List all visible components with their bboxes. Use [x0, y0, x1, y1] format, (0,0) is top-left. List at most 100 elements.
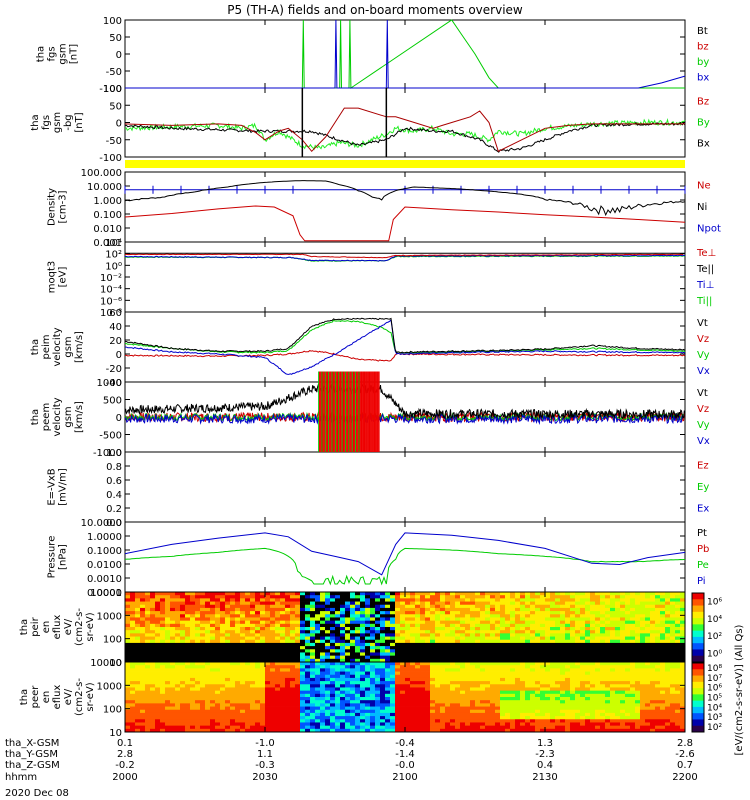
- y-tick-label: 0.0001: [87, 588, 122, 599]
- legend-Te⊥: Te⊥: [696, 248, 716, 259]
- y-axis-label: eV/: [63, 618, 74, 635]
- legend-Vt: Vt: [697, 318, 708, 329]
- y-tick-label: 10: [109, 658, 122, 669]
- y-tick-label: 60: [109, 308, 122, 319]
- y-tick-label: 0.0100: [87, 560, 122, 571]
- y-tick-label: 0: [116, 119, 122, 130]
- axis-row-value: 2100: [392, 772, 417, 783]
- legend-Bz: Bz: [697, 97, 709, 108]
- legend-By: By: [697, 118, 710, 129]
- y-axis-label: peir: [30, 616, 41, 636]
- series-By: [124, 118, 686, 151]
- y-axis-label: -bg: [63, 114, 74, 130]
- colorbar-upper-swatch: [692, 605, 704, 613]
- axis-row-value: 1.3: [537, 738, 553, 749]
- axis-row-value: 1.1: [257, 749, 273, 760]
- y-tick-label: 0.1000: [87, 546, 122, 557]
- y-axis-label: [cm-3]: [58, 190, 69, 223]
- axis-row-value: -0.2: [115, 760, 135, 771]
- axis-row-label: hhmm: [5, 772, 37, 783]
- axis-row-value: -0.0: [395, 760, 415, 771]
- panel-peim-velocity: 60 40 20 0 -20 -40 tha peim velocity gsm [km/s] Vt V…: [30, 308, 710, 389]
- y-tick-label: 50: [109, 33, 122, 44]
- panel-efield: 1.0 0.8 0.6 0.4 0.2 0.0 E=-VxB [mV/m] Ez Ey Ex: [47, 448, 710, 529]
- series-Bx: [124, 121, 686, 153]
- y-axis-label: en: [41, 691, 52, 704]
- colorbar-lower-swatch: [692, 669, 704, 677]
- axis-row-value: -0.4: [395, 738, 415, 749]
- series-peim-Vy: [124, 319, 686, 354]
- y-axis-label: [km/s]: [74, 331, 85, 363]
- y-axis-label: tha: [19, 689, 30, 705]
- legend-Vz: Vz: [697, 404, 709, 415]
- legend-Vy: Vy: [697, 420, 710, 431]
- panel-peir-eflux: 10000 1000 100 10 tha peir en eflux eV/(cm2-s-sr…: [19, 588, 686, 669]
- colorbar-lower-tick: 10⁷: [707, 674, 722, 684]
- y-axis-label: [eV]: [58, 267, 69, 288]
- colorbar-upper-swatch: [692, 636, 704, 644]
- colorbar-lower-tick: 10⁵: [707, 694, 722, 704]
- legend-Bt: Bt: [697, 26, 708, 37]
- y-tick-label: 0: [116, 50, 122, 61]
- y-tick-label: 1.0: [106, 448, 122, 459]
- y-tick-label: -50: [106, 67, 122, 78]
- axis-row-label: tha_X-GSM: [5, 738, 59, 749]
- legend-Vy: Vy: [697, 350, 710, 361]
- y-tick-label: 10⁻⁶: [100, 296, 122, 307]
- axis-row-value: -1.4: [395, 749, 415, 760]
- axis-row-value: 2030: [252, 772, 277, 783]
- y-axis-label: eflux: [52, 685, 63, 710]
- legend-bx: bx: [697, 72, 709, 83]
- y-tick-label: 100: [103, 635, 122, 646]
- axis-row-value: -2.6: [675, 749, 695, 760]
- series-Te-perp: [125, 253, 684, 259]
- y-axis-label: moqt3: [47, 261, 58, 294]
- legend-Ti⊥: Ti⊥: [696, 280, 714, 291]
- y-tick-label: 10.000: [87, 182, 122, 193]
- peir-spectrogram-cells: [125, 592, 686, 663]
- colorbar-upper-tick: 10⁴: [707, 615, 722, 625]
- series-Ti-perp: [125, 254, 686, 262]
- y-tick-label: 40: [109, 322, 122, 333]
- colorbar-lower-frame: [691, 662, 705, 733]
- colorbar-lower-swatch: [692, 675, 704, 683]
- time-axis-rows: tha_X-GSM 0.1 -1.0 -0.4 1.3 2.8 tha_Y-GSM 2.8 1.…: [5, 738, 698, 783]
- panel-pressure: 10.0000 1.0000 0.1000 0.0100 0.0010 0.0001 Pre…: [47, 518, 710, 599]
- y-axis-label: [km/s]: [74, 401, 85, 433]
- colorbar-upper-swatch: [692, 599, 704, 607]
- y-axis-label: Density: [47, 188, 58, 226]
- y-axis-label: (cm2-s-: [74, 608, 85, 646]
- y-tick-label: 10²: [105, 250, 122, 261]
- y-tick-label: 50: [109, 101, 122, 112]
- y-axis-label: [mV/m]: [58, 468, 69, 506]
- y-axis-label: velocity: [52, 327, 63, 366]
- axis-row-value: 0.1: [117, 738, 133, 749]
- y-tick-label: 1000: [97, 681, 122, 692]
- y-axis-label: fgs: [47, 46, 58, 61]
- colorbar-upper-frame: [691, 592, 705, 663]
- series-peim-Vt: [124, 317, 686, 354]
- y-axis-label: [nT]: [69, 44, 80, 64]
- y-axis-label: tha: [36, 46, 47, 62]
- series-peem-Vt: [124, 383, 685, 421]
- legend-Pb: Pb: [697, 544, 709, 555]
- series-peem-Vx: [124, 412, 685, 426]
- peem-saturation-block: [318, 371, 380, 452]
- series-Pe: [124, 547, 686, 586]
- panel-frame: [124, 451, 686, 523]
- y-axis-label: gsm: [63, 336, 74, 357]
- mode-bar: [125, 160, 685, 168]
- axis-row-value: -0.3: [255, 760, 275, 771]
- series-peim-Vx: [124, 318, 686, 375]
- y-tick-label: 1000: [97, 611, 122, 622]
- legend-Pi: Pi: [697, 576, 706, 587]
- colorbar-lower-swatch: [692, 719, 704, 727]
- colorbar-upper-swatch: [692, 593, 704, 600]
- colorbar-lower-swatch: [692, 725, 704, 733]
- series-Bz: [124, 107, 685, 153]
- y-axis-label: sr-eV): [85, 612, 96, 641]
- y-tick-label: 1.0000: [87, 532, 122, 543]
- y-tick-label: 0.6: [106, 476, 122, 487]
- y-axis-label: velocity: [52, 397, 63, 436]
- series-Ni: [124, 180, 686, 217]
